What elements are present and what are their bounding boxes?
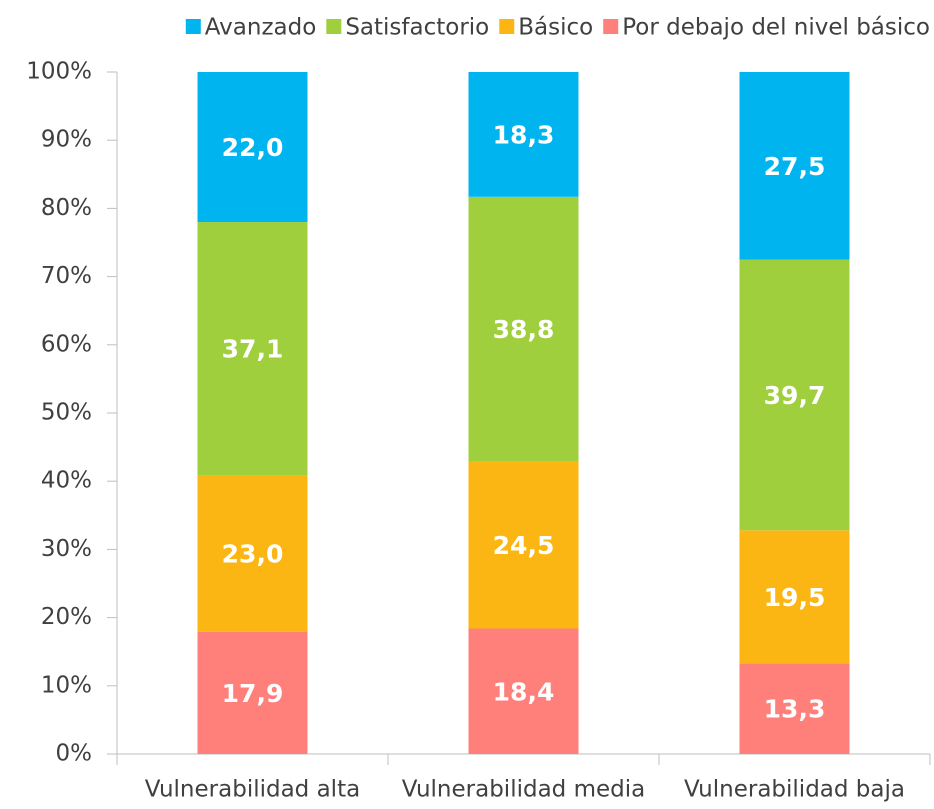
- value-label: 24,5: [493, 531, 555, 560]
- value-label: 17,9: [222, 679, 284, 708]
- legend-swatch: [499, 19, 515, 34]
- bar-segment: [739, 259, 850, 531]
- value-label: 13,3: [764, 695, 826, 724]
- bar-segment: [468, 628, 579, 754]
- y-tick-label: 90%: [41, 127, 92, 153]
- bar-segment: [468, 461, 579, 629]
- value-label: 22,0: [222, 133, 284, 162]
- value-label: 19,5: [764, 583, 826, 612]
- bar-segment: [468, 72, 579, 197]
- bar-segment: [197, 631, 308, 754]
- bar-segment: [197, 72, 308, 223]
- legend-label: Por debajo del nivel básico: [622, 15, 930, 41]
- value-label: 18,4: [493, 677, 555, 706]
- value-label: 38,8: [493, 315, 555, 344]
- value-label: 23,0: [222, 539, 284, 568]
- y-tick-label: 20%: [41, 604, 92, 630]
- y-tick-label: 30%: [41, 536, 92, 562]
- bar-segment: [197, 475, 308, 632]
- y-tick-label: 50%: [41, 400, 92, 426]
- y-tick-label: 60%: [41, 331, 92, 357]
- y-tick-label: 0%: [56, 741, 93, 767]
- bar-segment: [197, 222, 308, 476]
- x-tick-label: Vulnerabilidad media: [402, 777, 645, 803]
- y-tick-label: 100%: [26, 59, 92, 85]
- y-tick-label: 80%: [41, 195, 92, 221]
- x-tick-label: Vulnerabilidad baja: [684, 777, 905, 803]
- legend-label: Avanzado: [205, 15, 317, 41]
- value-label: 39,7: [764, 381, 826, 410]
- bar-segment: [739, 530, 850, 664]
- bar-segment: [739, 663, 850, 754]
- y-tick-label: 10%: [41, 672, 92, 698]
- x-tick-label: Vulnerabilidad alta: [145, 777, 360, 803]
- legend-swatch: [326, 19, 342, 34]
- value-label: 18,3: [493, 120, 555, 149]
- value-label: 27,5: [764, 152, 826, 181]
- y-tick-label: 70%: [41, 263, 92, 289]
- bar-segment: [468, 196, 579, 462]
- legend-label: Satisfactorio: [345, 15, 489, 41]
- legend-swatch: [185, 19, 201, 34]
- value-label: 37,1: [222, 335, 284, 364]
- legend-swatch: [603, 19, 619, 34]
- bar-segment: [739, 72, 850, 260]
- y-tick-label: 40%: [41, 468, 92, 494]
- legend-label: Básico: [518, 15, 593, 41]
